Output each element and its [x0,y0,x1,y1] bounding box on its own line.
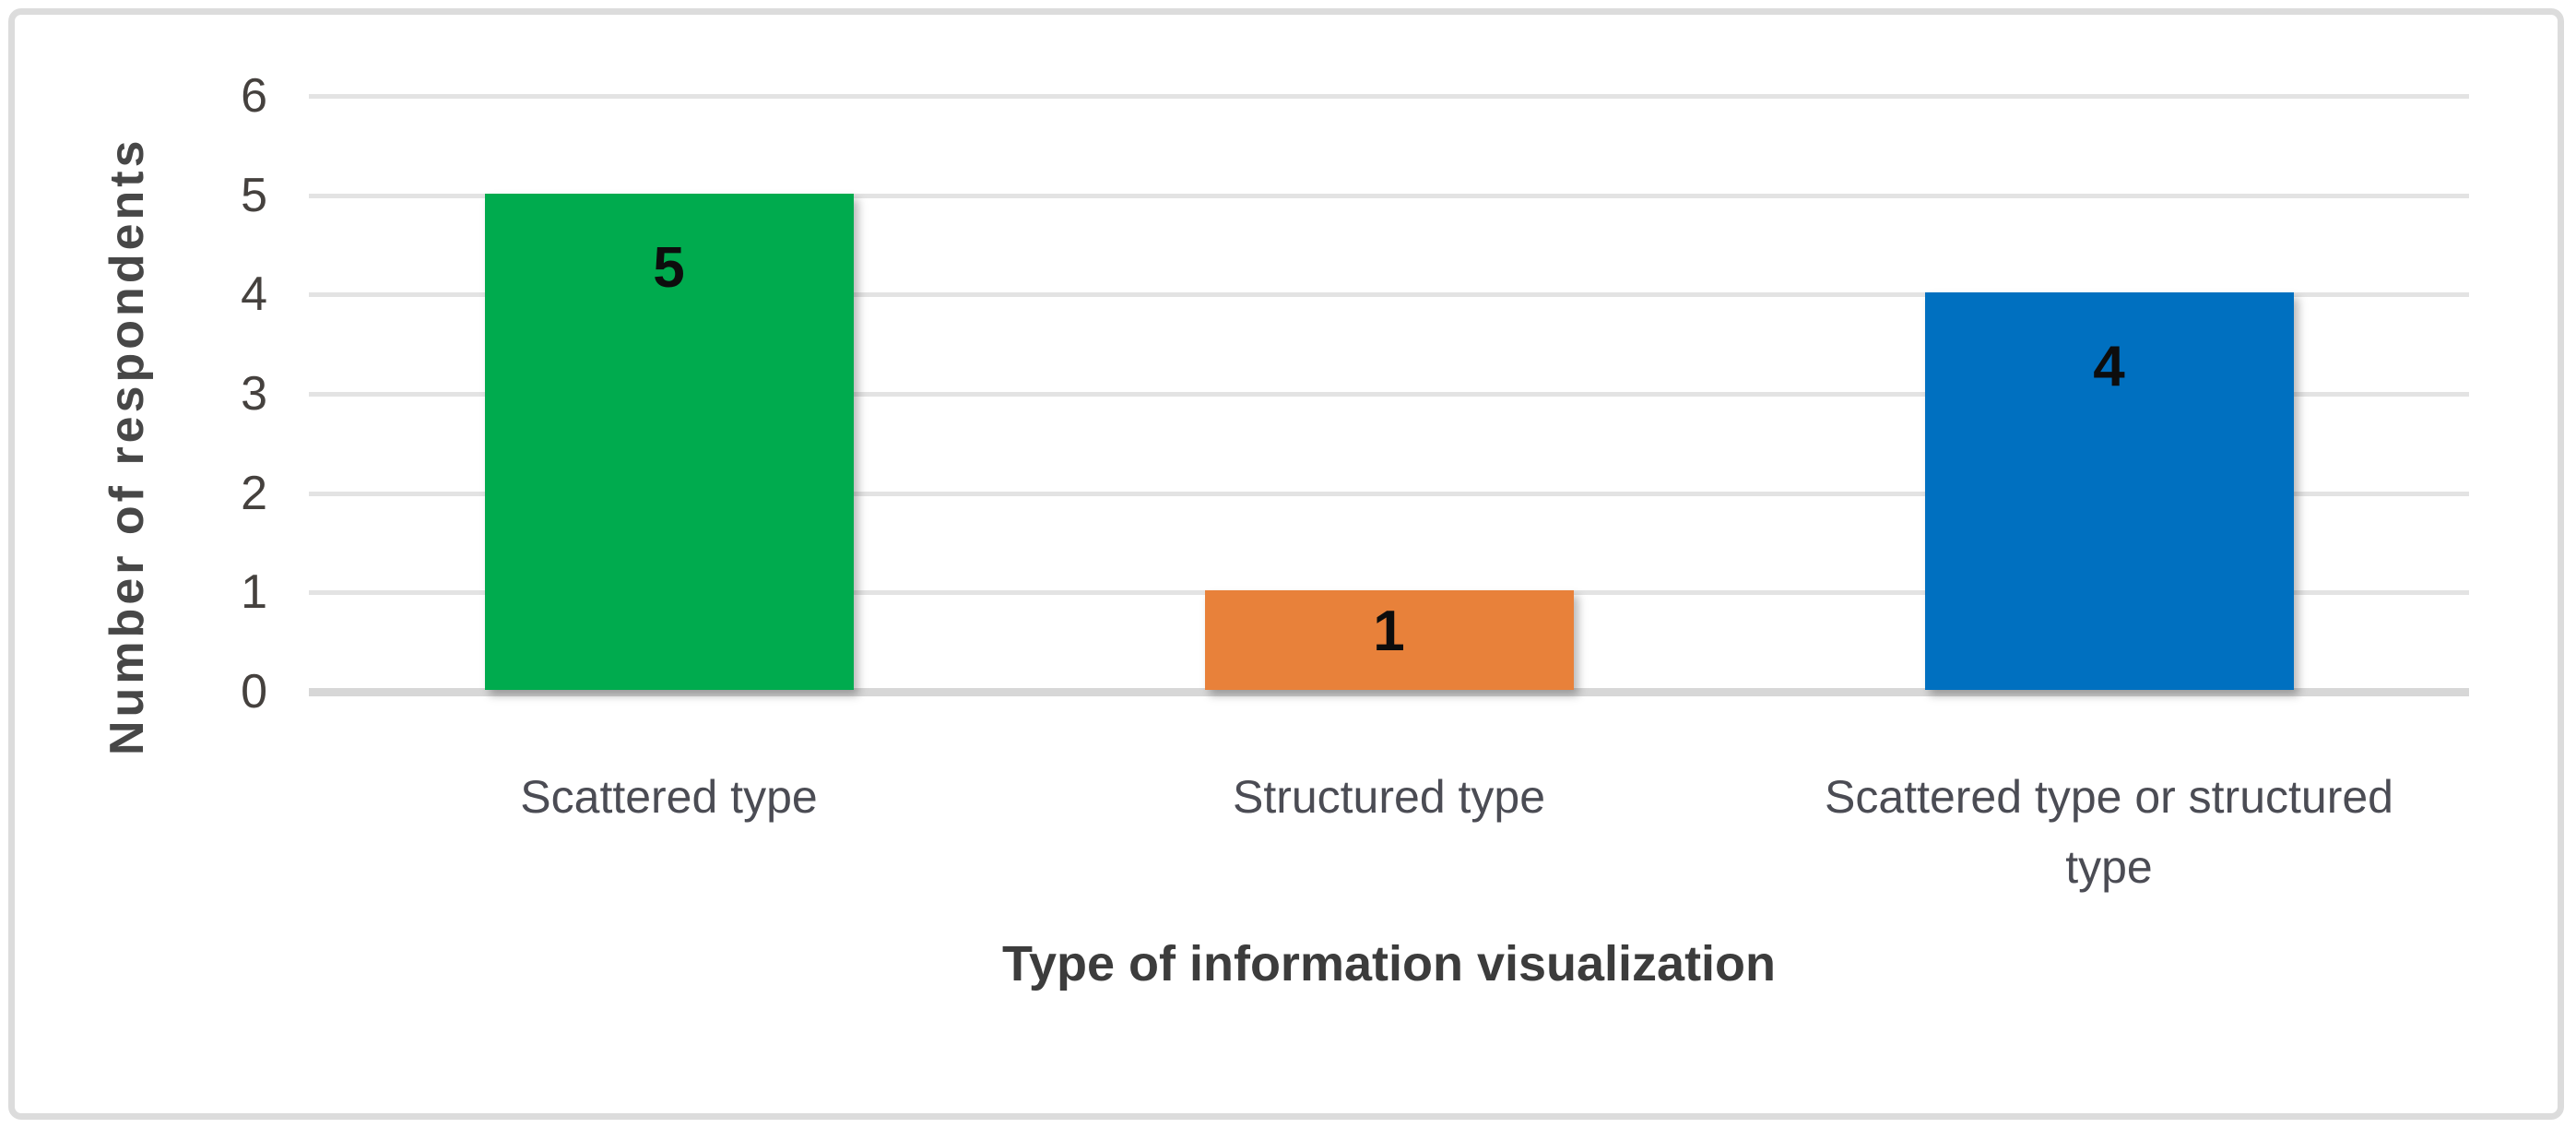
gridline-y-3 [309,392,2469,397]
y-tick-label-6: 6 [241,69,267,123]
y-axis-tick-labels: 6 5 4 3 2 1 0 [0,69,267,718]
bar-value-label: 4 [2093,335,2125,399]
y-tick-label-0: 0 [241,665,267,718]
y-tick-label-3: 3 [241,367,267,421]
gridline-y-5 [309,193,2469,198]
y-tick-label-1: 1 [241,565,267,620]
gridline-y-4 [309,292,2469,298]
x-category-scattered-type: Scattered type [309,762,1029,902]
gridline-y-6 [309,94,2469,99]
gridline-y-0 [309,688,2469,696]
y-tick-label-5: 5 [241,168,267,222]
y-tick-label-4: 4 [241,267,267,322]
x-category-structured-type: Structured type [1029,762,1749,902]
x-axis-title: Type of information visualization [1001,936,1777,991]
bar-scattered-type-or-structured-type: 4 [1924,292,2294,690]
bar-value-label: 1 [1373,600,1405,664]
x-category-label: Scattered type [520,771,818,823]
gridline-y-2 [309,491,2469,496]
x-category-label: Scattered type or structured type [1825,771,2393,893]
bar-scattered-type: 5 [484,193,854,690]
y-tick-label-2: 2 [241,466,267,520]
bar-value-label: 5 [653,235,685,300]
bar-structured-type: 1 [1204,590,1574,690]
x-category-scattered-type-or-structured-type: Scattered type or structured type [1749,762,2469,902]
plot-area: 5 1 4 [309,94,2469,696]
x-category-label: Structured type [1232,771,1546,823]
x-axis-category-labels: Scattered type Structured type Scattered t… [309,762,2469,902]
